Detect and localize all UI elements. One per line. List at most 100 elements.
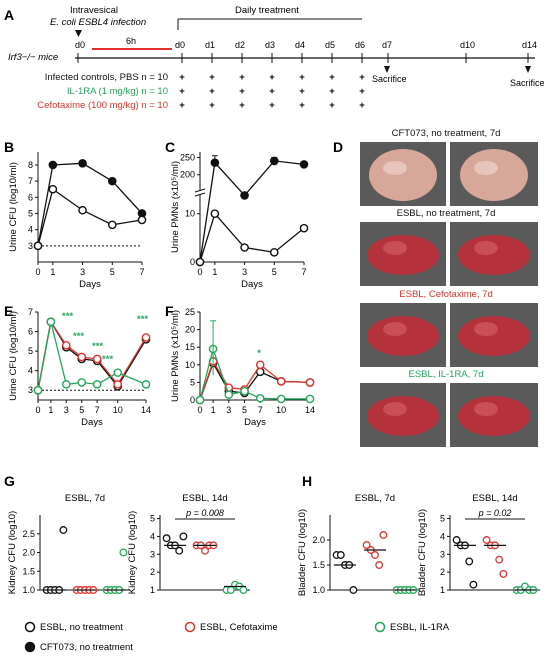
p-value: p = 0.008 (185, 508, 224, 518)
y-tick-label: 3 (440, 549, 445, 559)
data-point (452, 536, 461, 544)
x-tick-label: 0 (197, 267, 202, 277)
data-point (469, 580, 478, 589)
x-tick-label: 3 (64, 405, 69, 415)
y-tick-label: 7 (28, 307, 33, 317)
y-tick-label: 2 (150, 567, 155, 577)
kidney-highlight (474, 322, 498, 336)
mice-label: Irf3−/− mice (8, 52, 58, 63)
x-tick-label: 0 (35, 405, 40, 415)
y-tick-label: 15 (185, 342, 195, 352)
x-tick-label: 5 (79, 405, 84, 415)
x-tick-label: 1 (212, 267, 217, 277)
plus-mark: + (329, 100, 335, 111)
timepoint-label: d7 (382, 40, 392, 50)
data-point (162, 534, 171, 543)
series-line (199, 346, 310, 401)
y-axis-label: Urine CFU (log10/ml) (8, 311, 19, 401)
axis-break-mark (194, 188, 206, 193)
data-point (107, 220, 117, 230)
data-point (107, 176, 117, 186)
significance-mark: *** (92, 341, 103, 352)
kidney-highlight (474, 402, 498, 416)
y-tick-label: 3 (28, 241, 33, 251)
x-tick-label: 0 (197, 405, 202, 415)
data-point (78, 159, 87, 168)
y-axis-label: Urine CFU (log10/ml) (8, 162, 19, 252)
x-tick-label: 7 (139, 267, 144, 277)
timepoint-label: d0 (75, 40, 85, 50)
panel-a-letter: A (4, 7, 14, 23)
x-axis-label: Days (244, 417, 266, 428)
data-point (299, 223, 309, 233)
plus-mark: + (359, 86, 365, 97)
legend-marker (24, 641, 36, 653)
x-tick-label: 1 (48, 405, 53, 415)
data-point (224, 390, 234, 400)
significance-mark: *** (73, 331, 84, 342)
series-line (37, 188, 143, 246)
timeline-ticks: d0 d0 d1 d2 d3 d4 d5 d6 d7 d10 d14 (75, 40, 537, 63)
x-tick-label: 10 (113, 405, 123, 415)
data-point (255, 360, 265, 370)
panel-a: A Intravesical E. coli ESBL4 infection D… (4, 5, 545, 111)
y-tick-label: 1 (440, 585, 445, 595)
legend-marker (184, 621, 196, 633)
data-point (276, 394, 286, 404)
x-tick-label: 7 (258, 405, 263, 415)
sacrifice-label-d14: Sacrifice (510, 78, 545, 88)
y-axis-label: Kidney CFU (log10) (127, 511, 138, 594)
data-point (201, 546, 209, 555)
data-point (269, 248, 279, 257)
kidney-image (369, 149, 437, 201)
legend-label: ESBL, no treatment (40, 622, 123, 633)
legend: ESBL, no treatment ESBL, Cefotaxime ESBL, … (24, 621, 450, 653)
axis-break-gap (196, 190, 204, 195)
significance-mark: *** (62, 311, 73, 322)
data-point (195, 395, 205, 405)
series-line (37, 319, 147, 391)
y-tick-label: 250 (180, 152, 195, 162)
panel-d-letter: D (333, 139, 343, 155)
plus-mark: + (179, 86, 185, 97)
plus-mark: + (269, 72, 275, 83)
x-axis-label: Days (79, 279, 101, 290)
series-line (37, 321, 147, 391)
y-tick-label: 5 (190, 377, 195, 387)
kidney-image (458, 316, 530, 356)
plus-mark: + (269, 86, 275, 97)
chart-title: ESBL, 14d (472, 493, 517, 504)
y-tick-label: 1.0 (22, 585, 35, 595)
data-point (495, 555, 504, 564)
data-point (61, 340, 71, 350)
x-tick-label: 1 (211, 405, 216, 415)
data-point (210, 209, 220, 218)
kidney-image (367, 316, 439, 356)
kidney-image (367, 396, 439, 436)
kidney-caption: ESBL, Cefotaxime, 7d (399, 289, 492, 300)
treatment-row-label: Infected controls, PBS n = 10 (45, 72, 168, 83)
data-point (61, 380, 71, 389)
data-point (255, 393, 265, 403)
kidney-image (458, 396, 530, 436)
kidney-highlight (474, 161, 498, 175)
significance-mark: *** (102, 354, 113, 365)
series-line (199, 212, 305, 263)
y-tick-label: 1.0 (312, 585, 325, 595)
x-tick-label: 14 (141, 405, 151, 415)
data-point (175, 546, 184, 555)
data-point (33, 241, 43, 251)
x-axis-label: Days (81, 417, 103, 428)
y-tick-label: 5 (440, 514, 445, 524)
chart-title: ESBL, 14d (182, 493, 227, 504)
kidney-image (460, 149, 528, 201)
y-tick-label: 25 (185, 307, 195, 317)
kidney-highlight (474, 241, 498, 255)
timepoint-label: d3 (265, 40, 275, 50)
timepoint-label: d4 (295, 40, 305, 50)
y-axis-label: Kidney CFU (log10) (7, 511, 18, 594)
data-point (46, 317, 56, 327)
data-point (482, 536, 491, 544)
